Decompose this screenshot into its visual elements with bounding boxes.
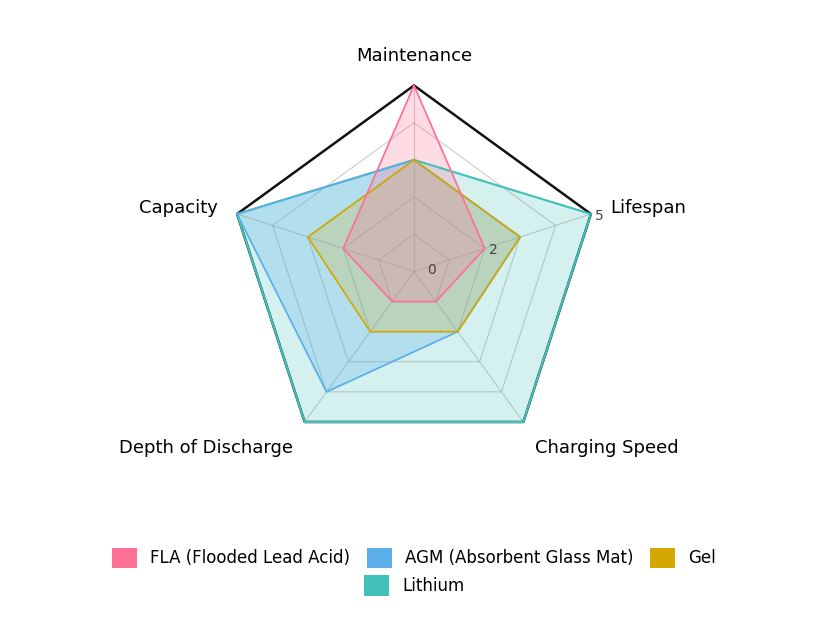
Polygon shape bbox=[237, 160, 519, 392]
Text: Maintenance: Maintenance bbox=[356, 47, 471, 65]
Text: 5: 5 bbox=[595, 209, 604, 223]
Polygon shape bbox=[343, 86, 484, 302]
Polygon shape bbox=[237, 160, 590, 422]
Text: Charging Speed: Charging Speed bbox=[535, 439, 678, 457]
Polygon shape bbox=[308, 160, 519, 332]
Text: Depth of Discharge: Depth of Discharge bbox=[118, 439, 292, 457]
Text: Capacity: Capacity bbox=[139, 199, 218, 217]
Text: 0: 0 bbox=[427, 263, 436, 278]
Text: Lifespan: Lifespan bbox=[609, 199, 686, 217]
Text: 2: 2 bbox=[489, 243, 497, 257]
Legend: FLA (Flooded Lead Acid), AGM (Absorbent Glass Mat), Gel: FLA (Flooded Lead Acid), AGM (Absorbent … bbox=[105, 541, 722, 574]
Legend: Lithium: Lithium bbox=[356, 569, 471, 602]
